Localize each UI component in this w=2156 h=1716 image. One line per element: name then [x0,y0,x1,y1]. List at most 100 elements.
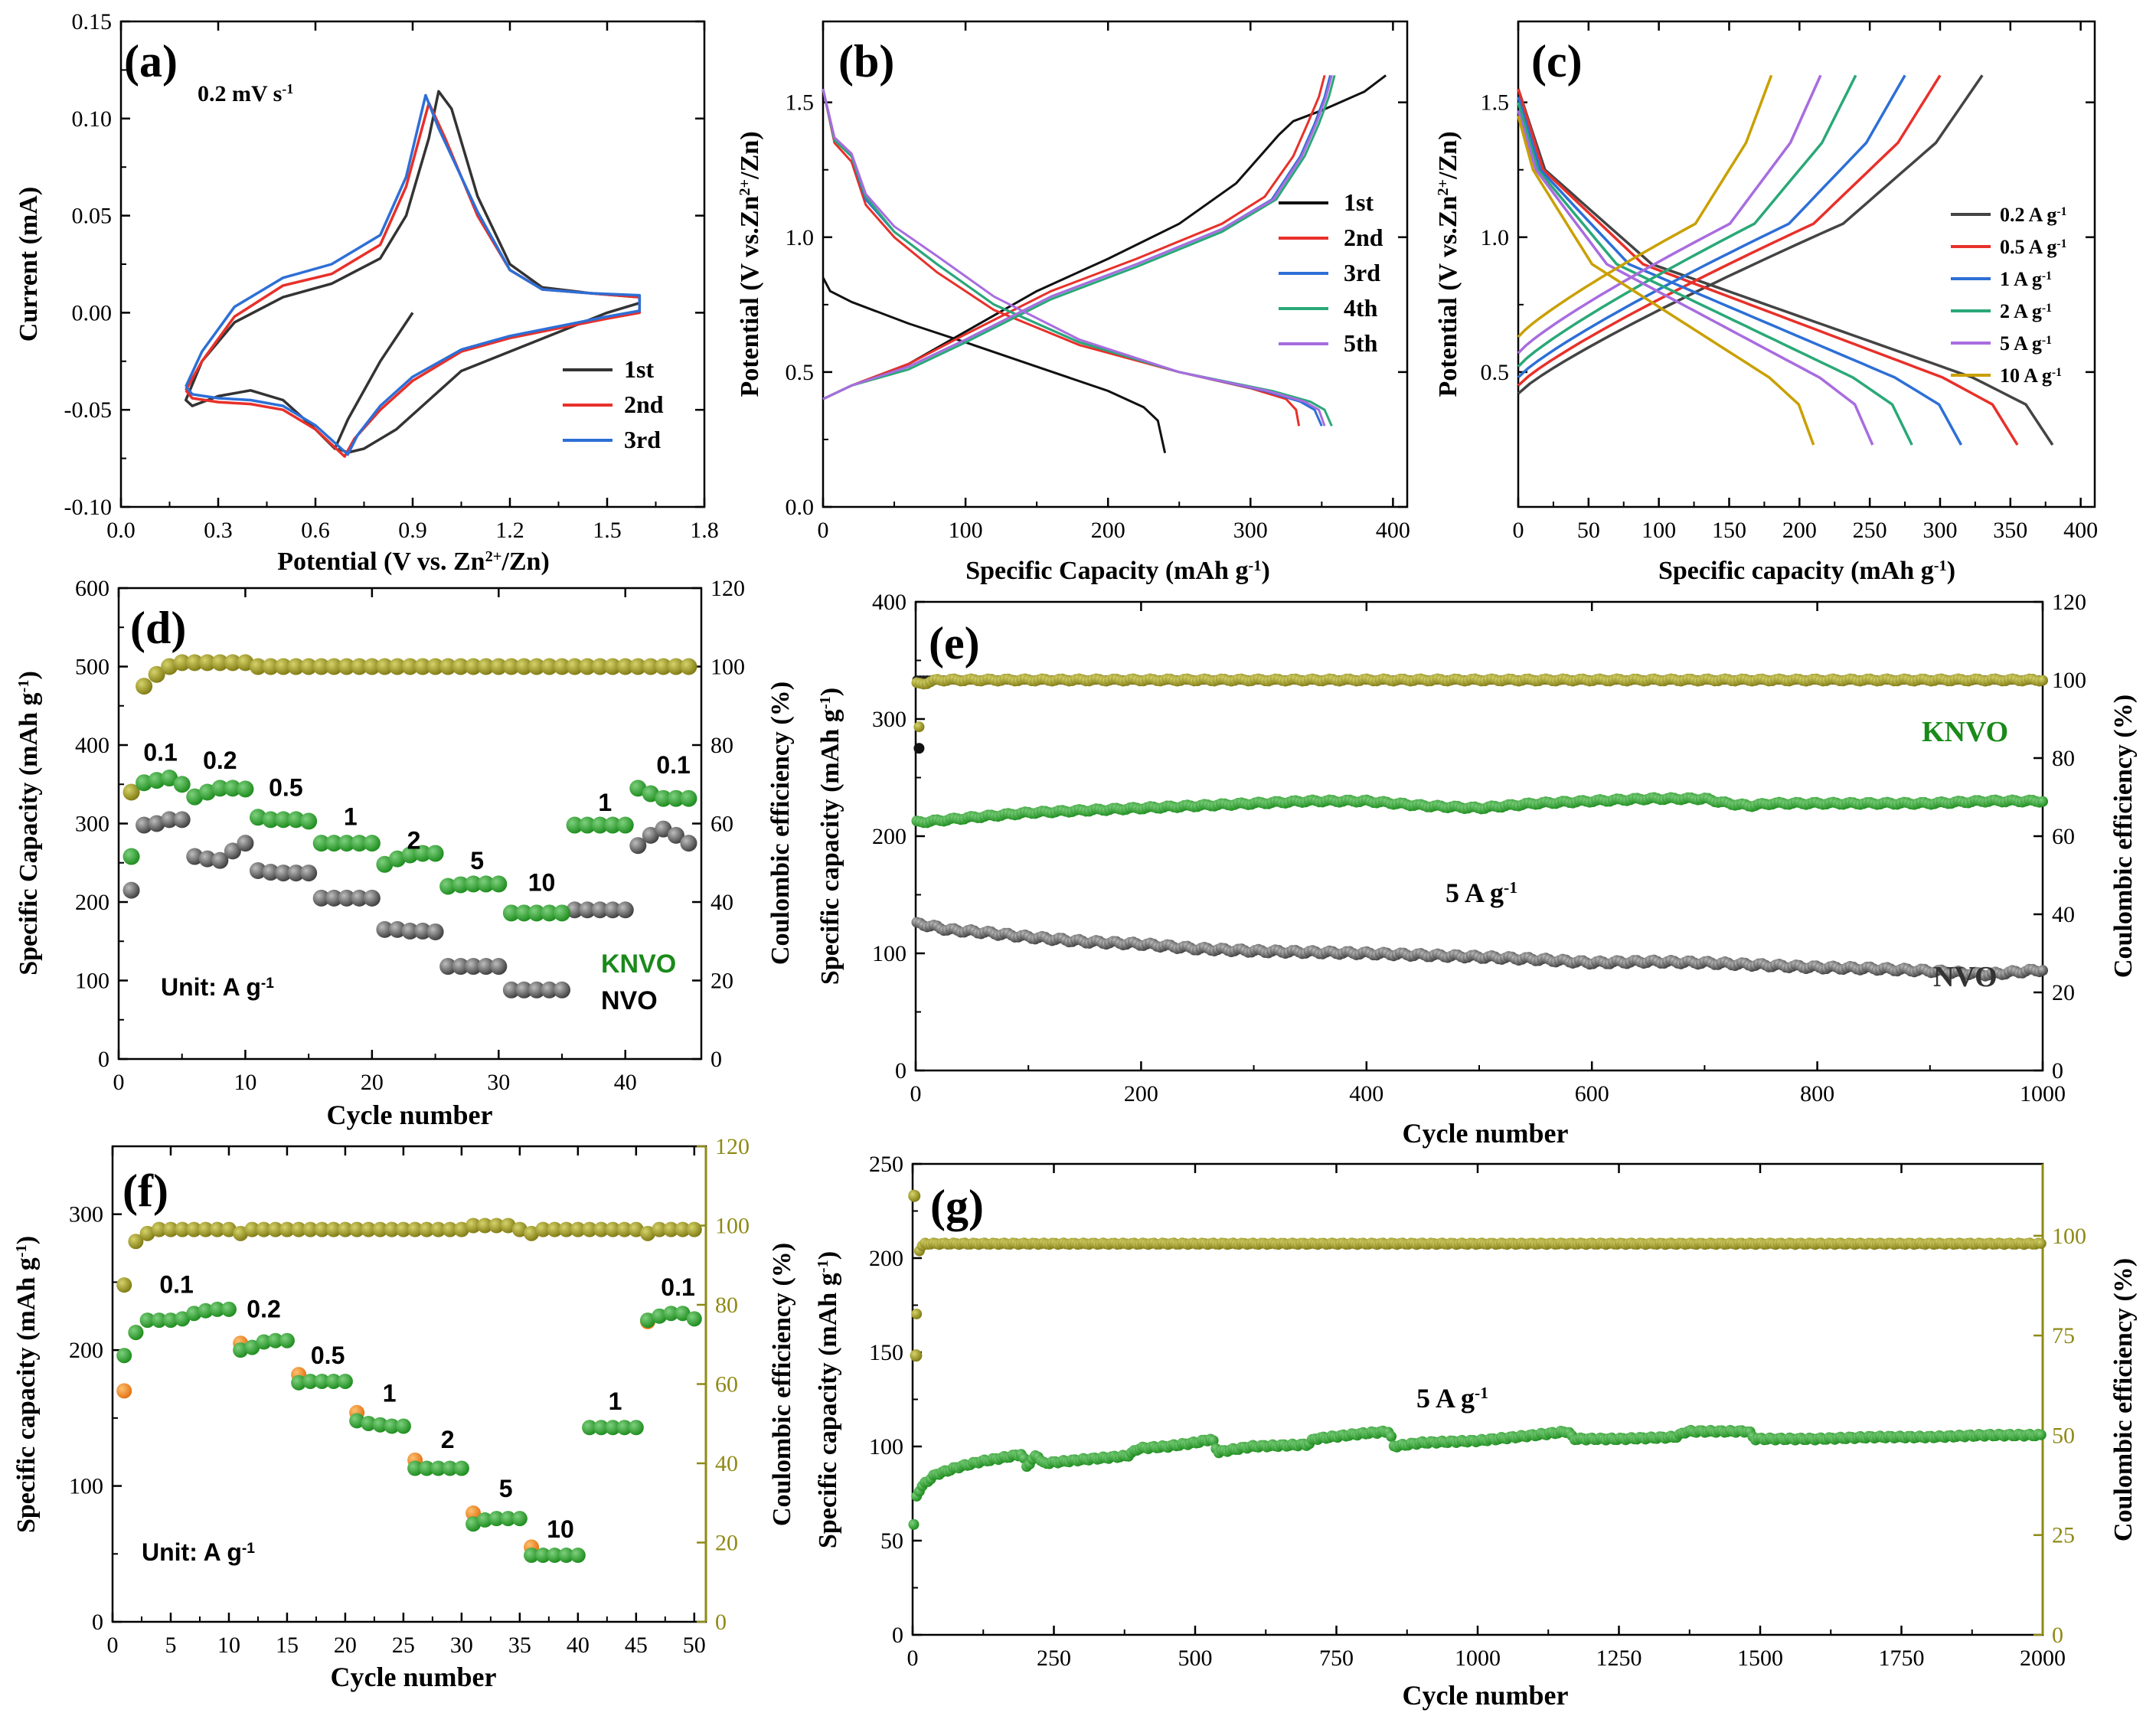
ce-point [579,658,596,675]
x-tick-label: 400 [2063,518,2098,543]
text-span: Specific capacity (mAh g [816,709,844,985]
panel-b: 0 100 200 300 400 0.0 0.5 1.0 1.5 (b) Specific Cap… [736,20,1410,585]
ce-point [554,658,571,675]
nvo-point [224,842,241,860]
y-axis-label: Potential (V vs.Zn2+/Zn) [736,131,764,397]
x-tick-label: 1.5 [593,518,622,543]
knvo-point [465,875,482,893]
ce-point [209,1221,225,1237]
rate-label: 10 [528,869,556,897]
y-tick-label: 200 [869,1246,903,1271]
nvo-point [122,881,140,899]
x-tick-label: 0 [907,1646,919,1671]
discharge-curve-1st [822,276,1167,453]
ce-point [466,1218,482,1234]
nvo-label: NVO [601,986,658,1015]
ce-point [220,1221,237,1237]
capacity-point [442,1460,458,1476]
nvo-point [591,901,609,919]
knvo-point [376,855,394,873]
cv-curve-2nd [185,101,642,458]
knvo-point [186,788,204,806]
panel-label: (a) [124,36,178,87]
charge-curve-2nd [822,75,1326,400]
knvo-point [541,904,558,922]
ce-point [570,1221,586,1237]
x-tick-label: 1.2 [495,518,524,543]
x-tick-label: 40 [614,1070,637,1095]
superscript: -1 [1934,557,1947,574]
nvo-point [566,901,583,919]
y2-tick-label: 120 [715,1134,750,1159]
ce-point [686,1221,702,1237]
nvo-point [490,958,508,976]
legend-label: 3rd [624,426,661,453]
y2-tick-label: 120 [710,576,745,601]
text-span: Potential (V vs.Zn [736,196,764,397]
discharge-curve [1517,109,1874,446]
y2-tick-label: 20 [710,969,733,994]
x-tick-label: 0.0 [106,518,136,543]
discharge-curve-5th [822,88,1326,427]
rate-label: 0.1 [159,1271,193,1299]
ce-point [528,658,545,675]
panel-label: (f) [122,1165,168,1216]
text-span: Potential (V vs. Zn [277,547,485,576]
y-axis-label: Specific capacity (mAh g-1) [814,1251,842,1548]
x-tick-label: 2000 [2020,1646,2066,1671]
nvo-point [376,920,394,938]
nvo-point [287,865,305,882]
knvo-point [579,816,596,834]
knvo-point [262,811,279,829]
rate-label: 2 [407,826,421,854]
ce-point [680,658,697,675]
capacity-point [675,1306,691,1322]
ce-point [628,1221,644,1237]
ce-point [652,1221,668,1237]
capacity-point [547,1548,563,1564]
y-tick-label: 0.00 [72,300,113,325]
nvo-point [629,837,647,855]
ce-point [361,1221,377,1237]
nvo-point [186,848,204,865]
ce-point [524,1225,540,1241]
text-span: 0.5 A g [2000,236,2056,258]
ce-point [558,1221,574,1237]
nvo-point [136,816,153,834]
y-tick-label: 100 [872,941,906,966]
capacity-point [558,1548,574,1564]
y-tick-label: 0.15 [72,9,113,34]
rate-label: 1 [609,1388,622,1415]
panel-label: (e) [929,618,980,668]
knvo-point [173,776,191,793]
y2-tick-label: 40 [2052,902,2075,927]
first-cycle-point [466,1505,482,1522]
ce-point [244,1221,260,1237]
y-tick-label: 200 [872,824,906,849]
knvo-point [554,904,571,922]
ce-point [302,1221,318,1237]
x-tick-label: 750 [1319,1646,1354,1671]
ce-point [911,1308,923,1319]
ce-first-point [913,721,925,733]
y-tick-label: 0 [98,1047,109,1072]
y-tick-label: 300 [872,707,906,732]
x-tick-label: 0.3 [204,518,233,543]
panel-c: 0 50 100 150 200 250 300 350 400 0.5 1.0 1.5 (c) Spec… [1434,20,2098,585]
knvo-point [515,904,533,922]
ce-point [287,658,305,675]
capacity-point [605,1420,621,1436]
nvo-point [161,811,178,829]
ce-point [453,1221,469,1237]
discharge-curve [1517,102,1913,446]
capacity-point [302,1373,318,1389]
nvo-point [452,958,469,976]
nvo-point [388,920,406,938]
text-span: Specific capacity (mAh g [12,1257,41,1533]
nvo-point [300,865,318,882]
ce-outlier [908,1189,921,1202]
unit-label: Unit: A g-1 [161,973,274,1001]
panel-label: (g) [930,1181,984,1231]
rate-label: 0.2 [203,747,237,774]
nvo-point [198,850,216,868]
